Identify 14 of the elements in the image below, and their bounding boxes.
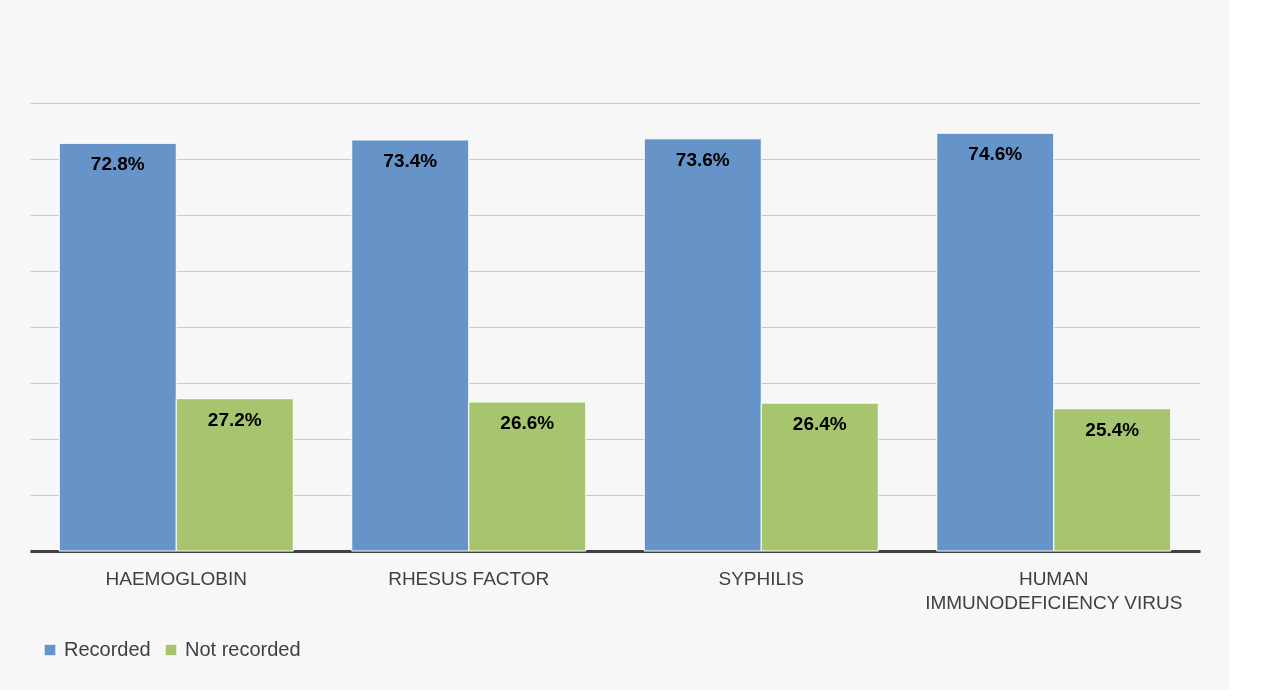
data-label: 26.6% [500, 412, 555, 434]
x-tick-label: SYPHILIS [718, 567, 805, 589]
data-label: 27.2% [207, 408, 262, 430]
legend-label: Recorded [64, 638, 151, 660]
x-tick-label: HUMAN IMMUNODEFICIENCY VIRUS [925, 567, 1183, 613]
data-label: 72.8% [90, 153, 145, 175]
data-label: 25.4% [1085, 418, 1140, 440]
data-label: 26.4% [792, 413, 847, 435]
data-label: 73.4% [383, 149, 438, 171]
data-label: 74.6% [968, 143, 1023, 165]
x-tick-label: RHESUS FACTOR [388, 567, 550, 589]
legend-label: Not recorded [185, 638, 301, 660]
x-tick-label: HAEMOGLOBIN [105, 567, 247, 589]
data-label: 73.6% [675, 148, 730, 170]
